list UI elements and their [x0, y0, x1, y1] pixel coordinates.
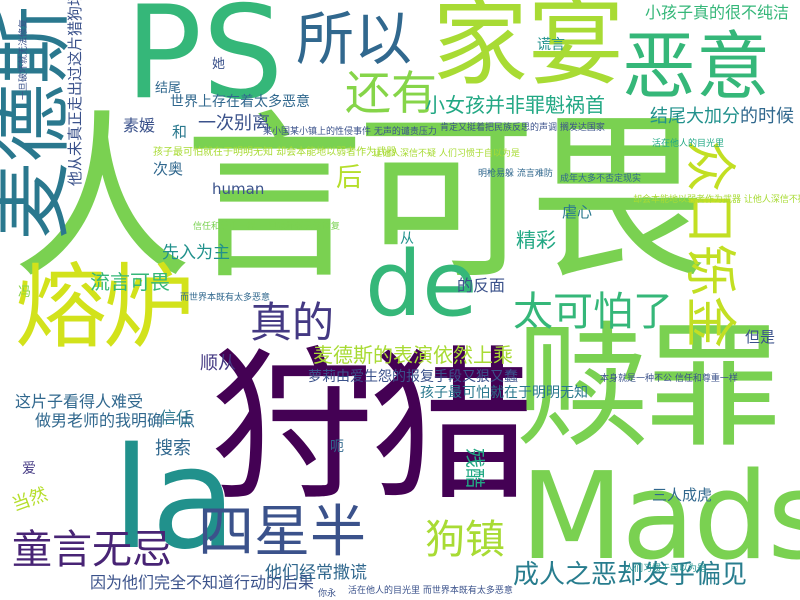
word: 他从未真正走出过这片猎狗场: [66, 0, 84, 186]
word: 做男老师的我明确一点: [35, 411, 196, 430]
word: 让他人深信不疑 人们习惯于自以为是: [373, 149, 520, 159]
word: 她: [212, 57, 226, 72]
word: 的反面: [457, 276, 506, 295]
word: 孩子最可怕就在于明明无知 却会本能地以弱者作为武器: [153, 147, 397, 158]
word: 精彩: [516, 228, 556, 252]
word: 搜索: [155, 438, 191, 459]
word: 残酷: [463, 448, 487, 488]
word: 成人之恶却发乎偏见: [513, 560, 748, 590]
word: 结尾大加分: [650, 106, 740, 127]
word: 结尾: [155, 81, 182, 96]
word: 恶意: [622, 24, 770, 110]
word: 活在他人的目光里: [652, 139, 725, 149]
word: human: [212, 180, 265, 198]
word: 这片子看得人难受: [15, 392, 144, 411]
word: 人们习惯于自以为是: [625, 564, 707, 574]
word: 某小国某小镇上的性侵事件 无声的谴责压力: [263, 127, 437, 137]
word: 他们经常撒谎: [265, 563, 367, 583]
word: 童言无忌: [12, 527, 172, 573]
word: 因为他们完全不知道行动的后果: [90, 573, 315, 592]
word: Mads: [520, 448, 800, 587]
word: 明枪易躲 流言难防: [478, 169, 553, 179]
word: 从: [400, 231, 414, 247]
word: 次奥: [153, 160, 184, 178]
word: 后: [336, 163, 363, 193]
word: 肯定又挺着把民族反思的声调 搁发达国家: [440, 123, 605, 133]
word: 三人成虎: [652, 486, 713, 504]
word: 孩子最可怕就在于明明无知: [420, 385, 588, 401]
word: 一旦破坏就无法修复: [19, 18, 29, 100]
word: 和: [172, 123, 188, 141]
word: de: [365, 232, 478, 337]
word: 人言可畏: [12, 95, 708, 304]
word: 众口铄金: [679, 140, 739, 349]
word: 却会本能地以弱者作为武器 让他人深信不疑: [633, 195, 800, 205]
word: la: [112, 418, 237, 581]
word: 本身就是一种不公 信任和尊重一样: [600, 374, 738, 384]
word: 活在他人的目光里 而世界本既有太多恶意: [348, 586, 513, 596]
word: 爱: [22, 461, 36, 477]
word: 赎罪: [515, 309, 781, 466]
word: 熔炉: [15, 254, 195, 361]
word: 真的: [250, 298, 335, 347]
word: 信任: [160, 408, 193, 427]
word: 虐心: [562, 203, 593, 221]
word: 狩猎: [210, 331, 534, 523]
word: 麦德斯: [0, 5, 79, 240]
word: 所以: [296, 5, 413, 73]
word: 而世界本既有太多恶意: [180, 293, 271, 303]
word: 顺从: [200, 353, 236, 374]
word: 小孩子真的很不纯洁: [645, 3, 790, 22]
word: 四星半: [198, 500, 366, 565]
word: 成年大多不否定现实: [560, 174, 642, 184]
word: 萝莉由爱生怨的报复手段又狠又蠢: [308, 369, 518, 385]
word: 但是: [745, 328, 776, 346]
word: 小女孩并非罪魁祸首: [425, 93, 605, 117]
word: 太可怕了: [513, 289, 673, 335]
word: 信任和尊重一样 一旦破坏就无法修复: [193, 222, 340, 232]
word: 你永: [318, 589, 337, 599]
word: 狗镇: [425, 517, 505, 563]
word: PS: [125, 0, 284, 128]
word: 还有: [345, 66, 437, 120]
word: 的时候: [740, 106, 794, 127]
word: 冯: [18, 285, 32, 300]
word: 一次别离: [198, 113, 270, 134]
word: 家宴: [432, 0, 624, 99]
word: 流言可畏: [90, 270, 170, 294]
word: 当然: [9, 483, 51, 516]
word: 呃: [330, 439, 344, 455]
word: 麦德斯的表演依然上乘: [313, 343, 513, 367]
word: 世界上存在着太多恶意: [170, 94, 310, 110]
word: 素媛: [123, 116, 156, 135]
word: 谎言: [537, 37, 565, 53]
word: 先入为主: [162, 243, 230, 263]
